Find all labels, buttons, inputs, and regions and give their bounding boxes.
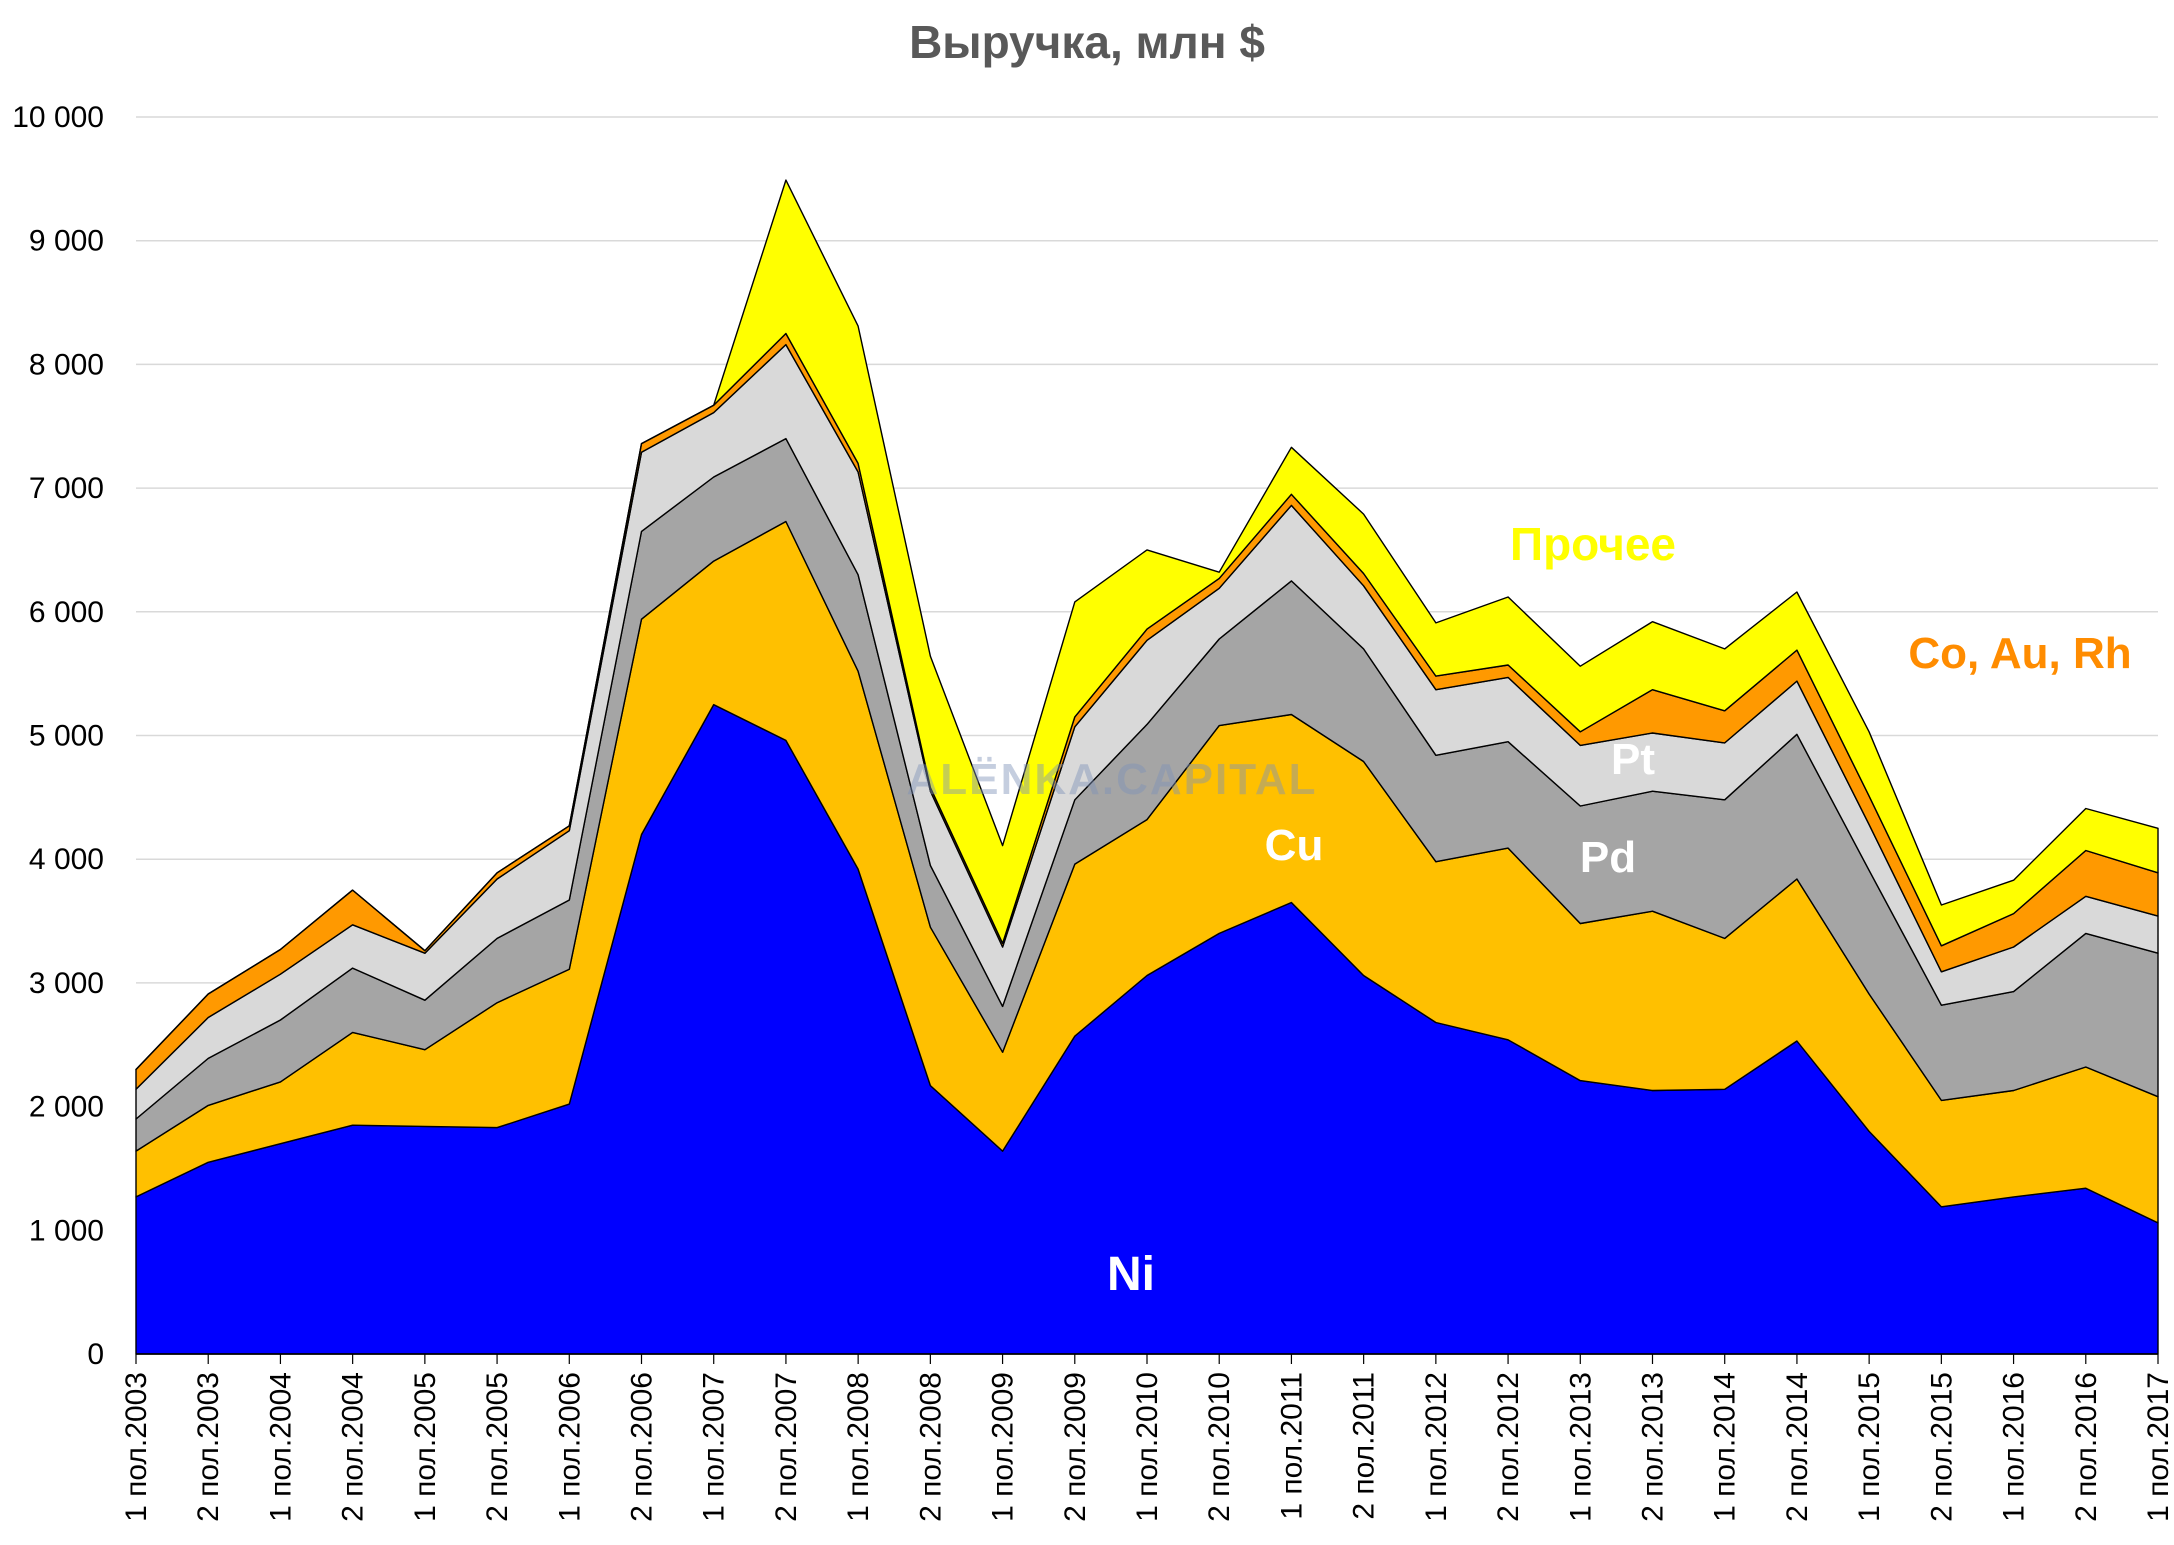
x-tick-label: 2 пол.2012 xyxy=(1492,1372,1525,1522)
x-tick-label: 1 пол.2017 xyxy=(2142,1372,2174,1522)
y-axis-ticks: 0 1 000 2 000 3 000 4 000 5 000 6 000 7 000 8 00… xyxy=(12,101,104,1371)
y-tick-label: 1 000 xyxy=(29,1214,104,1247)
x-tick-label: 2 пол.2014 xyxy=(1781,1372,1814,1522)
x-tick-label: 2 пол.2004 xyxy=(337,1372,370,1522)
x-tick-label: 1 пол.2009 xyxy=(987,1372,1020,1522)
series-label-4: Pt xyxy=(1611,735,1655,784)
x-tick-label: 1 пол.2005 xyxy=(409,1372,442,1522)
y-tick-label: 3 000 xyxy=(29,967,104,1000)
x-tick-label: 2 пол.2006 xyxy=(626,1372,659,1522)
x-tick-label: 1 пол.2014 xyxy=(1709,1372,1742,1522)
x-tick-label: 2 пол.2015 xyxy=(1925,1372,1958,1522)
x-tick-label: 1 пол.2015 xyxy=(1853,1372,1886,1522)
area-series-6 xyxy=(135,179,2159,1071)
x-tick-label: 2 пол.2003 xyxy=(192,1372,225,1522)
x-tick-label: 1 пол.2013 xyxy=(1564,1372,1597,1522)
series-label-5: Co, Au, Rh xyxy=(1908,629,2131,678)
x-tick-label: 2 пол.2010 xyxy=(1203,1372,1236,1522)
x-tick-label: 1 пол.2007 xyxy=(698,1372,731,1522)
x-tick-label: 1 пол.2012 xyxy=(1420,1372,1453,1522)
x-tick-label: 1 пол.2006 xyxy=(553,1372,586,1522)
series-labels: Ni Cu Pd Pt Co, Au, Rh Прочее xyxy=(1107,518,2132,1301)
series-label-3: Pd xyxy=(1580,833,1636,882)
x-tick-label: 2 пол.2011 xyxy=(1348,1372,1381,1520)
x-tick-label: 1 пол.2010 xyxy=(1131,1372,1164,1522)
y-tick-label: 8 000 xyxy=(29,348,104,381)
x-tick-label: 2 пол.2013 xyxy=(1637,1372,1670,1522)
x-tick-label: 2 пол.2008 xyxy=(914,1372,947,1522)
x-tick-label: 2 пол.2009 xyxy=(1059,1372,1092,1522)
watermark: ALЁNKA.CAPITAL xyxy=(906,755,1317,804)
y-tick-label: 4 000 xyxy=(29,843,104,876)
x-tick-label: 1 пол.2004 xyxy=(264,1372,297,1522)
y-tick-label: 0 xyxy=(87,1338,104,1371)
y-tick-label: 2 000 xyxy=(29,1091,104,1124)
x-tick-label: 2 пол.2016 xyxy=(2070,1372,2103,1522)
y-tick-label: 5 000 xyxy=(29,720,104,753)
x-tick-label: 1 пол.2008 xyxy=(842,1372,875,1522)
chart-title: Выручка, млн $ xyxy=(909,16,1265,68)
series-label-2: Cu xyxy=(1265,821,1324,870)
x-tick-label: 1 пол.2016 xyxy=(1998,1372,2031,1522)
series-label-1: Ni xyxy=(1107,1248,1155,1301)
y-tick-label: 7 000 xyxy=(29,472,104,505)
x-tick-label: 1 пол.2011 xyxy=(1275,1372,1308,1520)
x-axis-ticks: 1 пол.2003 2 пол.2003 1 пол.2004 2 пол.2004… xyxy=(120,1354,2174,1522)
y-tick-label: 9 000 xyxy=(29,225,104,258)
y-tick-label: 6 000 xyxy=(29,596,104,629)
x-tick-label: 1 пол.2003 xyxy=(120,1372,153,1522)
y-tick-label: 10 000 xyxy=(12,101,104,134)
stacked-areas xyxy=(135,179,2159,1355)
series-label-6: Прочее xyxy=(1510,518,1676,570)
x-tick-label: 2 пол.2007 xyxy=(770,1372,803,1522)
x-tick-label: 2 пол.2005 xyxy=(481,1372,514,1522)
